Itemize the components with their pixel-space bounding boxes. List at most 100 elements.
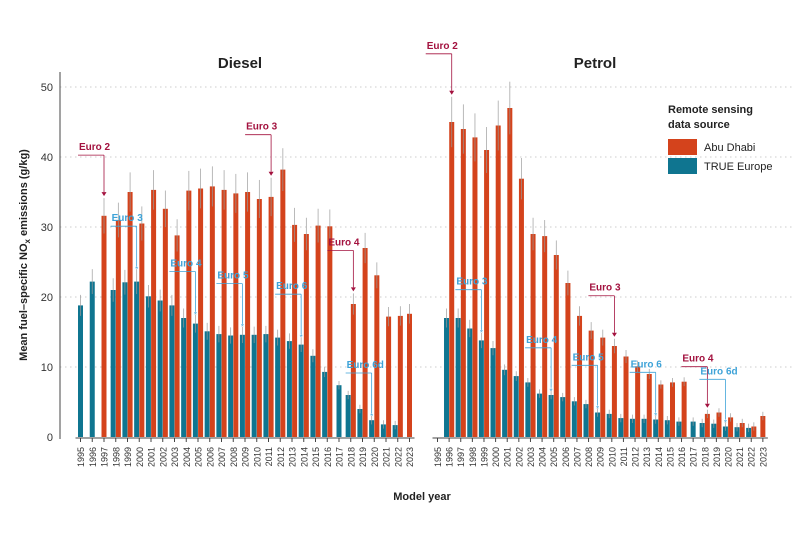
x-tick-label: 1999 [123,447,133,467]
x-tick-label: 2011 [619,447,629,466]
x-axis-label: Model year [393,491,451,503]
bar-true-europe [525,382,531,437]
bar-true-europe [122,282,128,437]
x-tick-label: 2020 [370,447,380,467]
x-tick-label: 2007 [572,447,582,467]
bar-true-europe [595,412,601,437]
y-tick-label: 10 [41,362,53,374]
annotation-marker: * [194,311,197,320]
annotation-marker: * [300,333,303,342]
x-tick-label: 2018 [700,447,710,467]
annotation-marker: * [596,404,599,413]
bar-true-europe [444,318,450,437]
annotation-label: Euro 4 [328,237,360,248]
bar-abu-dhabi [280,169,286,437]
bar-abu-dhabi [716,412,722,437]
bar-true-europe [664,420,670,437]
bar-true-europe [467,328,473,437]
annotation-marker: * [370,412,373,421]
bar-true-europe [746,427,752,437]
bar-abu-dhabi [484,150,490,437]
x-tick-label: 2007 [217,447,227,467]
x-tick-label: 2000 [135,447,145,467]
x-tick-label: 2021 [382,447,392,467]
x-tick-label: 1995 [76,447,86,467]
legend-swatch-true-europe [668,158,697,174]
bar-abu-dhabi [588,330,594,437]
bar-true-europe [228,335,234,437]
bar-abu-dhabi [151,189,157,437]
x-tick-label: 2023 [405,447,415,467]
annotation-label: Euro 2 [427,41,459,52]
annotation-label: Euro 4 [682,354,714,365]
x-tick-label: 2008 [584,447,594,467]
x-tick-label: 2017 [689,447,699,467]
legend-title-line1: Remote sensing [668,104,753,116]
x-tick-label: 1996 [88,447,98,467]
bar-abu-dhabi [681,381,687,437]
x-tick-label: 2009 [596,447,606,467]
bar-true-europe [251,334,257,437]
bar-true-europe [169,305,175,437]
bar-true-europe [204,331,210,437]
bar-abu-dhabi [186,190,192,437]
panel-title-petrol: Petrol [574,55,617,72]
bar-abu-dhabi [221,189,227,437]
bar-true-europe [89,281,95,437]
bar-abu-dhabi [386,316,392,437]
bar-true-europe [181,318,187,437]
annotation-arrow [611,332,617,337]
bar-abu-dhabi [374,275,380,437]
x-tick-label: 2004 [538,447,548,467]
annotation-label: Euro 6 [631,359,663,370]
bar-true-europe [345,395,351,437]
bar-true-europe [380,424,386,437]
bar-abu-dhabi [760,416,766,437]
x-tick-label: 2020 [724,447,734,467]
bar-abu-dhabi [611,346,617,437]
bar-true-europe [641,418,647,437]
bar-true-europe [455,318,461,437]
x-tick-label: 2010 [607,447,617,467]
x-tick-label: 2010 [252,447,262,467]
bar-abu-dhabi [127,192,133,437]
y-axis-label: Mean fuel–specific NOx emissions (g/kg) [18,149,32,361]
x-tick-label: 2012 [276,447,286,467]
bar-abu-dhabi [233,193,239,437]
bar-true-europe [216,334,222,437]
y-tick-label: 40 [41,152,53,164]
y-tick-label: 50 [41,82,53,94]
x-tick-label: 2000 [491,447,501,467]
bar-abu-dhabi [209,186,215,437]
annotation-label: Euro 5 [217,271,249,282]
x-tick-label: 2018 [346,447,356,467]
bar-abu-dhabi [635,366,641,437]
bar-abu-dhabi [362,248,368,437]
annotation-arrow [350,287,356,292]
x-tick-label: 2006 [205,447,215,467]
x-tick-label: 2015 [311,447,321,467]
x-tick-label: 2021 [735,447,745,467]
x-tick-label: 2001 [147,447,157,467]
bar-abu-dhabi [139,223,145,437]
bar-abu-dhabi [600,337,606,437]
annotation-arrow [704,403,710,408]
legend-title-line2: data source [668,119,730,131]
annotation-marker: * [241,323,244,332]
bar-abu-dhabi [623,356,629,437]
bar-abu-dhabi [739,423,745,437]
x-tick-label: 2022 [393,447,403,467]
x-tick-label: 1997 [456,447,466,467]
bar-abu-dhabi [101,215,107,437]
bar-abu-dhabi [327,226,333,437]
bar-true-europe [502,369,508,437]
annotation-label: Euro 3 [456,277,488,288]
legend: Remote sensing data source Abu Dhabi TRU… [668,104,772,174]
bar-true-europe [490,348,496,437]
x-tick-label: 1998 [111,447,121,467]
bar-abu-dhabi [472,137,478,437]
x-tick-label: 2017 [335,447,345,467]
x-tick-label: 2019 [712,447,722,467]
